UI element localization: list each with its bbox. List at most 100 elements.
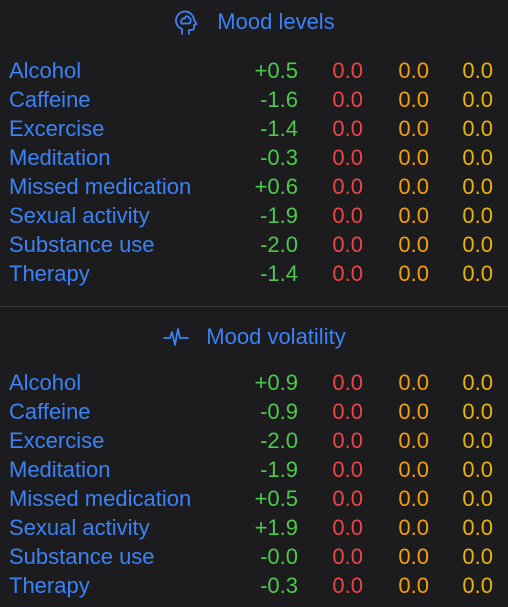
effect-value: -1.4	[260, 116, 298, 141]
yellow-value: 0.0	[462, 457, 493, 482]
red-value: 0.0	[332, 203, 363, 228]
red-value: 0.0	[332, 515, 363, 540]
yellow-value: 0.0	[462, 544, 493, 569]
list-item: Caffeine -1.6 0.0 0.0 0.0	[0, 85, 508, 114]
factor-label: Caffeine	[9, 87, 91, 112]
list-item: Missed medication +0.6 0.0 0.0 0.0	[0, 172, 508, 201]
mood-volatility-header: Mood volatility	[0, 317, 508, 357]
red-value: 0.0	[332, 145, 363, 170]
red-value: 0.0	[332, 544, 363, 569]
mood-levels-list: Alcohol +0.5 0.0 0.0 0.0 Caffeine -1.6 0…	[0, 56, 508, 288]
factor-label: Sexual activity	[9, 515, 150, 540]
effect-value: -0.3	[260, 573, 298, 598]
red-value: 0.0	[332, 174, 363, 199]
list-item: Substance use -0.0 0.0 0.0 0.0	[0, 542, 508, 571]
red-value: 0.0	[332, 399, 363, 424]
effect-value: +1.9	[254, 515, 298, 540]
yellow-value: 0.0	[462, 370, 493, 395]
yellow-value: 0.0	[462, 486, 493, 511]
orange-value: 0.0	[398, 261, 429, 286]
factor-label: Therapy	[9, 261, 90, 286]
orange-value: 0.0	[398, 428, 429, 453]
red-value: 0.0	[332, 116, 363, 141]
factor-label: Missed medication	[9, 486, 192, 511]
yellow-value: 0.0	[462, 58, 493, 83]
yellow-value: 0.0	[462, 232, 493, 257]
orange-value: 0.0	[398, 145, 429, 170]
orange-value: 0.0	[398, 399, 429, 424]
mood-volatility-title: Mood volatility	[206, 324, 346, 349]
list-item: Excercise -2.0 0.0 0.0 0.0	[0, 426, 508, 455]
factor-label: Meditation	[9, 457, 111, 482]
effect-value: -2.0	[260, 428, 298, 453]
list-item: Substance use -2.0 0.0 0.0 0.0	[0, 230, 508, 259]
brain-head-icon	[173, 8, 201, 36]
effect-value: +0.5	[254, 58, 298, 83]
yellow-value: 0.0	[462, 399, 493, 424]
red-value: 0.0	[332, 370, 363, 395]
effect-value: -1.9	[260, 203, 298, 228]
factor-label: Excercise	[9, 116, 105, 141]
orange-value: 0.0	[398, 573, 429, 598]
red-value: 0.0	[332, 232, 363, 257]
factor-label: Substance use	[9, 232, 155, 257]
effect-value: -0.9	[260, 399, 298, 424]
list-item: Therapy -1.4 0.0 0.0 0.0	[0, 259, 508, 288]
red-value: 0.0	[332, 457, 363, 482]
effect-value: -1.9	[260, 457, 298, 482]
red-value: 0.0	[332, 486, 363, 511]
list-item: Missed medication +0.5 0.0 0.0 0.0	[0, 484, 508, 513]
yellow-value: 0.0	[462, 515, 493, 540]
factor-label: Alcohol	[9, 58, 82, 83]
effect-value: +0.6	[254, 174, 298, 199]
effect-value: -1.6	[260, 87, 298, 112]
pulse-waveform-icon	[162, 323, 190, 351]
orange-value: 0.0	[398, 457, 429, 482]
yellow-value: 0.0	[462, 428, 493, 453]
red-value: 0.0	[332, 87, 363, 112]
orange-value: 0.0	[398, 58, 429, 83]
orange-value: 0.0	[398, 232, 429, 257]
orange-value: 0.0	[398, 486, 429, 511]
list-item: Therapy -0.3 0.0 0.0 0.0	[0, 571, 508, 600]
yellow-value: 0.0	[462, 573, 493, 598]
factor-label: Substance use	[9, 544, 155, 569]
section-divider	[0, 306, 508, 307]
factor-label: Alcohol	[9, 370, 82, 395]
factor-label: Meditation	[9, 145, 111, 170]
list-item: Meditation -0.3 0.0 0.0 0.0	[0, 143, 508, 172]
red-value: 0.0	[332, 58, 363, 83]
yellow-value: 0.0	[462, 261, 493, 286]
list-item: Sexual activity -1.9 0.0 0.0 0.0	[0, 201, 508, 230]
orange-value: 0.0	[398, 116, 429, 141]
effect-value: +0.5	[254, 486, 298, 511]
orange-value: 0.0	[398, 370, 429, 395]
effect-value: +0.9	[254, 370, 298, 395]
yellow-value: 0.0	[462, 203, 493, 228]
list-item: Alcohol +0.9 0.0 0.0 0.0	[0, 368, 508, 397]
red-value: 0.0	[332, 573, 363, 598]
list-item: Caffeine -0.9 0.0 0.0 0.0	[0, 397, 508, 426]
mood-levels-title: Mood levels	[217, 9, 335, 34]
yellow-value: 0.0	[462, 87, 493, 112]
orange-value: 0.0	[398, 174, 429, 199]
factor-label: Caffeine	[9, 399, 91, 424]
orange-value: 0.0	[398, 515, 429, 540]
mood-levels-header: Mood levels	[0, 2, 508, 42]
effect-value: -0.0	[260, 544, 298, 569]
factor-label: Missed medication	[9, 174, 192, 199]
factor-label: Sexual activity	[9, 203, 150, 228]
list-item: Sexual activity +1.9 0.0 0.0 0.0	[0, 513, 508, 542]
red-value: 0.0	[332, 261, 363, 286]
yellow-value: 0.0	[462, 145, 493, 170]
orange-value: 0.0	[398, 87, 429, 112]
mood-volatility-list: Alcohol +0.9 0.0 0.0 0.0 Caffeine -0.9 0…	[0, 368, 508, 600]
orange-value: 0.0	[398, 203, 429, 228]
orange-value: 0.0	[398, 544, 429, 569]
red-value: 0.0	[332, 428, 363, 453]
effect-value: -1.4	[260, 261, 298, 286]
yellow-value: 0.0	[462, 174, 493, 199]
factor-label: Excercise	[9, 428, 105, 453]
yellow-value: 0.0	[462, 116, 493, 141]
effect-value: -2.0	[260, 232, 298, 257]
